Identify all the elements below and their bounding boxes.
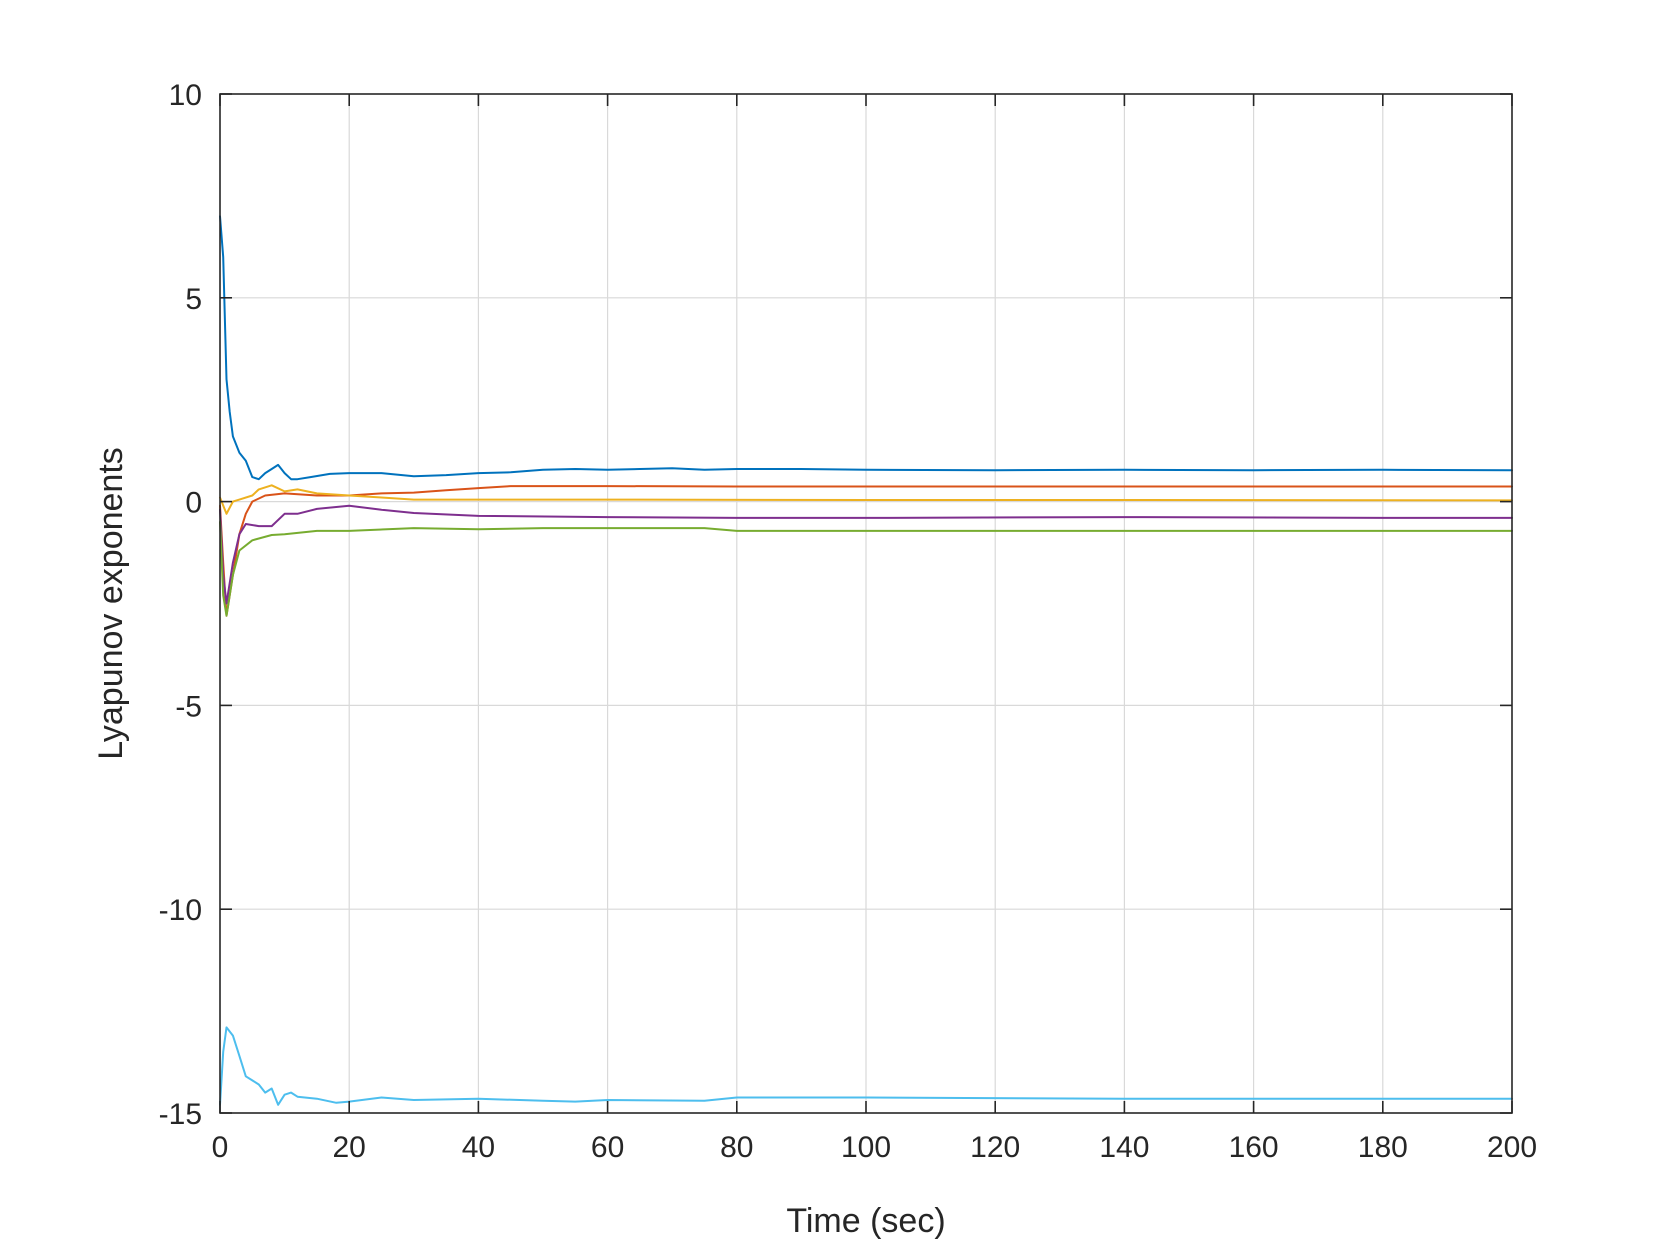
x-tick-label: 80: [720, 1131, 753, 1164]
y-tick-labels: 10 5 0 -5 -10 -15: [159, 79, 202, 1131]
x-tick-label: 200: [1487, 1131, 1537, 1164]
x-tick-label: 60: [591, 1131, 624, 1164]
x-tick-label: 20: [333, 1131, 366, 1164]
grid-lines: [220, 94, 1512, 1113]
y-tick-label: -10: [159, 894, 202, 927]
series-line-3: [219, 484, 1513, 515]
x-tick-label: 120: [970, 1131, 1020, 1164]
series-line-5: [219, 521, 1513, 617]
y-tick-label: 0: [185, 487, 202, 520]
x-tick-labels: 0 20 40 60 80 100 120 140 160 180 200: [212, 1131, 1537, 1164]
series-lines: [219, 215, 1513, 1106]
series-line-1: [219, 215, 1513, 481]
x-tick-label: 160: [1229, 1131, 1279, 1164]
y-tick-label: -5: [175, 690, 202, 723]
y-axis-label: Lyapunov exponents: [92, 447, 130, 760]
x-tick-label: 100: [841, 1131, 891, 1164]
x-tick-label: 180: [1358, 1131, 1408, 1164]
axis-ticks: [219, 93, 1513, 1114]
x-tick-label: 40: [462, 1131, 495, 1164]
y-tick-label: 10: [169, 79, 202, 112]
x-tick-label: 140: [1099, 1131, 1149, 1164]
x-tick-label: 0: [212, 1131, 229, 1164]
y-tick-label: 5: [185, 283, 202, 316]
series-line-4: [219, 504, 1513, 605]
x-axis-label: Time (sec): [786, 1202, 945, 1240]
series-line-6: [219, 1026, 1513, 1106]
y-tick-label: -15: [159, 1098, 202, 1131]
